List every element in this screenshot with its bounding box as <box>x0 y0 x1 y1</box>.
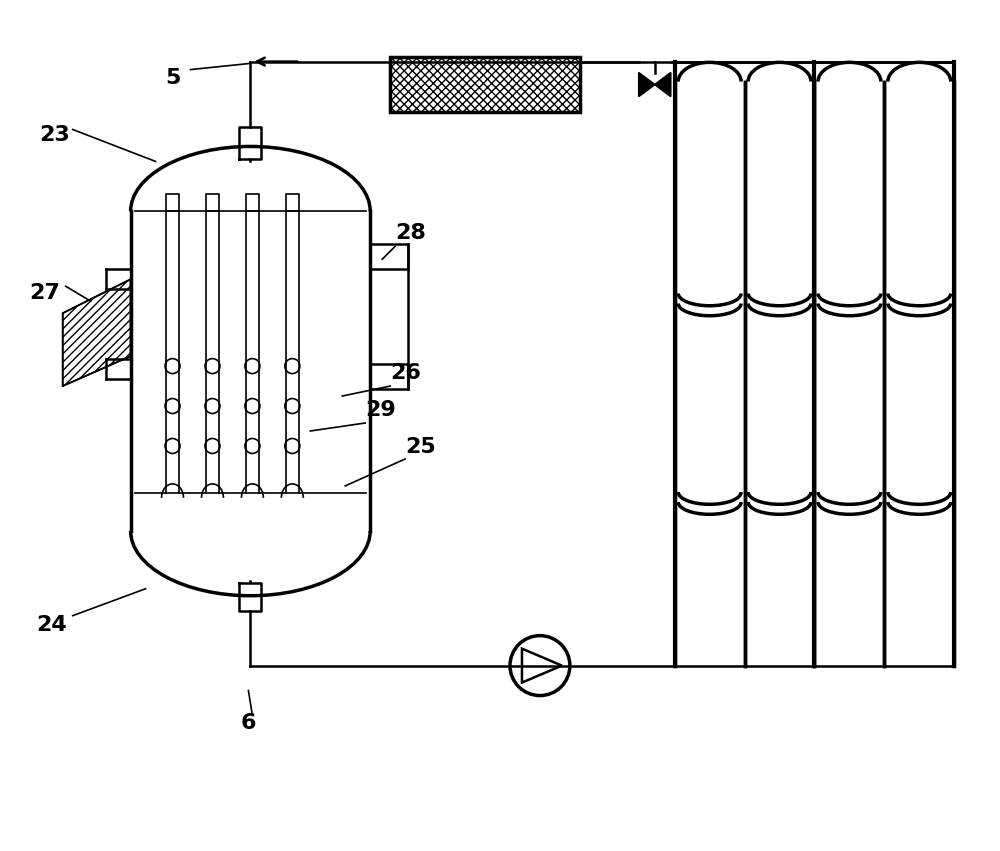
Polygon shape <box>639 72 655 96</box>
Polygon shape <box>655 72 671 96</box>
Bar <box>206 194 219 211</box>
Text: 25: 25 <box>405 437 436 457</box>
Text: 28: 28 <box>395 223 426 243</box>
Bar <box>286 194 299 211</box>
Text: 27: 27 <box>29 283 60 303</box>
Bar <box>166 194 179 211</box>
Text: 24: 24 <box>36 614 67 635</box>
Bar <box>370 364 408 389</box>
Text: 5: 5 <box>166 67 181 88</box>
Text: 6: 6 <box>240 712 256 733</box>
Text: 26: 26 <box>390 363 421 383</box>
Bar <box>246 194 259 211</box>
Text: 29: 29 <box>365 400 396 420</box>
Text: 23: 23 <box>39 125 70 146</box>
Bar <box>370 244 408 269</box>
Bar <box>390 57 580 111</box>
